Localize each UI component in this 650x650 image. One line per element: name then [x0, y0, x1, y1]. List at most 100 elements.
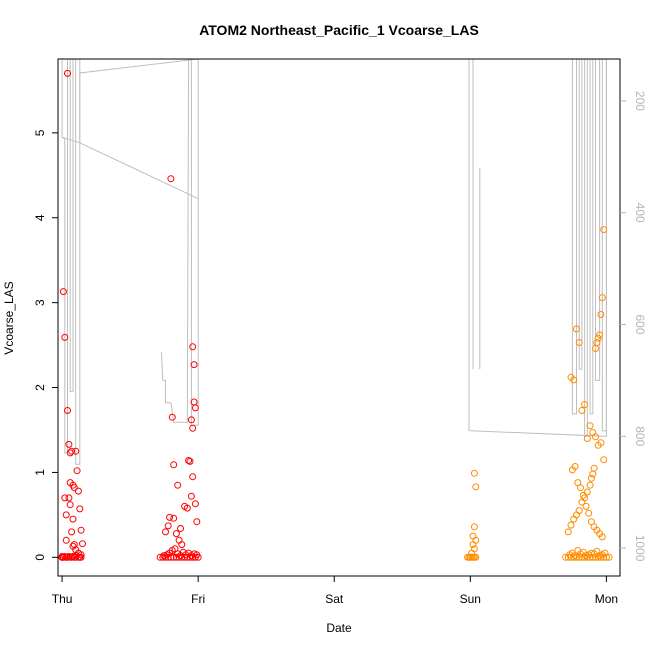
- red-data-point: [77, 526, 85, 534]
- red-data-point: [178, 541, 186, 549]
- orange-data-point: [598, 294, 606, 302]
- red-data-point: [68, 528, 76, 536]
- orange-data-point: [567, 521, 575, 529]
- red-data-point: [170, 514, 178, 522]
- red-data-point: [68, 553, 76, 561]
- red-data-point: [72, 552, 80, 560]
- orange-data-point: [605, 553, 613, 561]
- plot-layer: [58, 58, 613, 561]
- orange-data-point: [578, 553, 586, 561]
- y-tick-label: 2: [33, 384, 47, 391]
- orange-data-point: [596, 331, 604, 339]
- orange-data-point: [597, 311, 605, 318]
- red-data-point: [62, 511, 70, 519]
- orange-data-point: [573, 325, 580, 333]
- orange-data-point: [573, 553, 580, 561]
- orange-data-point: [583, 488, 591, 496]
- x-tick-label: Sun: [460, 592, 481, 606]
- y-tick-label: 1: [33, 469, 47, 476]
- red-data-point: [174, 481, 182, 489]
- red-data-point: [156, 553, 164, 561]
- y-tick-label: 0: [33, 554, 47, 561]
- orange-data-point: [570, 376, 578, 384]
- plot-frame: [57, 58, 621, 577]
- y2-tick-label: 400: [633, 203, 647, 223]
- orange-data-point: [577, 484, 584, 492]
- orange-data-point: [592, 345, 599, 352]
- orange-data-point: [597, 439, 605, 447]
- red-data-point: [167, 175, 175, 183]
- red-data-point: [183, 504, 191, 512]
- orange-data-point: [575, 553, 583, 561]
- pressure-line-segment: [61, 59, 68, 454]
- red-data-point: [187, 416, 195, 424]
- pressure-line-segment: [160, 58, 199, 426]
- orange-data-point: [601, 549, 609, 557]
- red-data-point: [65, 494, 73, 502]
- orange-data-point: [586, 481, 594, 489]
- red-data-point: [190, 361, 198, 369]
- y-tick-label: 5: [33, 129, 47, 136]
- orange-data-point: [600, 226, 608, 234]
- orange-data-point: [470, 469, 478, 477]
- x-tick-label: Mon: [595, 592, 618, 606]
- y2-tick-label: 600: [633, 314, 647, 334]
- red-data-point: [66, 501, 74, 509]
- red-data-point: [65, 440, 73, 448]
- red-data-point: [170, 553, 178, 561]
- red-data-point: [160, 552, 168, 560]
- x-axis-label: Date: [326, 621, 352, 635]
- red-data-point: [69, 515, 77, 523]
- red-data-point: [77, 551, 85, 559]
- red-data-point: [66, 479, 74, 487]
- red-data-point: [79, 540, 86, 548]
- x-tick-label: Fri: [191, 592, 205, 606]
- orange-data-point: [472, 536, 480, 544]
- red-data-point: [72, 447, 80, 455]
- pressure-line-segment: [67, 58, 81, 465]
- red-data-point: [166, 513, 174, 521]
- red-data-point: [189, 473, 197, 481]
- red-data-point: [186, 457, 194, 465]
- pressure-line-segment: [589, 59, 594, 415]
- red-data-point: [73, 467, 81, 475]
- red-data-point: [70, 484, 78, 492]
- orange-data-point: [469, 541, 477, 549]
- orange-data-point: [578, 407, 586, 414]
- orange-data-point: [575, 339, 583, 346]
- orange-data-point: [594, 334, 602, 342]
- orange-data-point: [472, 483, 480, 491]
- orange-data-point: [583, 435, 591, 442]
- orange-data-point: [598, 533, 606, 541]
- orange-data-point: [469, 532, 477, 540]
- red-data-point: [68, 447, 76, 455]
- orange-data-point: [585, 509, 593, 517]
- x-tick-label: Sat: [325, 592, 344, 606]
- red-data-point: [177, 525, 184, 532]
- red-data-point: [62, 536, 70, 544]
- red-data-point: [74, 487, 82, 495]
- pressure-line-segment: [584, 59, 588, 437]
- red-data-point: [164, 522, 172, 530]
- y-tick-label: 3: [33, 299, 47, 306]
- pressure-line-segment: [578, 59, 583, 370]
- red-data-point: [70, 541, 78, 549]
- red-data-point: [64, 407, 71, 414]
- red-data-point: [59, 288, 67, 296]
- red-data-point: [191, 404, 199, 412]
- orange-data-point: [564, 528, 572, 536]
- pressure-line-segment: [468, 59, 607, 437]
- orange-data-point: [593, 339, 601, 346]
- orange-data-point: [582, 502, 590, 510]
- pressure-line-segment: [595, 59, 601, 381]
- red-data-point: [162, 528, 169, 536]
- red-data-point: [187, 492, 195, 500]
- pressure-line-segment: [61, 58, 199, 144]
- orange-data-point: [581, 401, 589, 408]
- orange-data-point: [578, 498, 586, 506]
- orange-data-point: [571, 463, 579, 470]
- red-data-point: [193, 551, 201, 559]
- x-tick-label: Thu: [52, 592, 73, 606]
- orange-data-point: [589, 470, 597, 478]
